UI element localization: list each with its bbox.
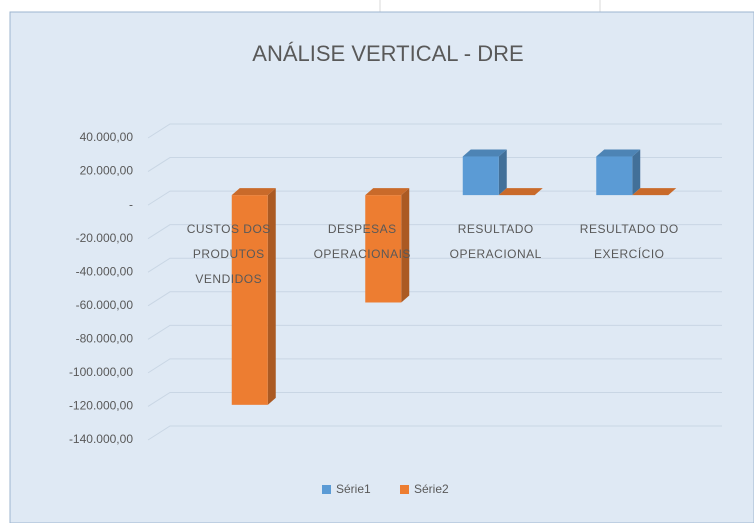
x-tick-label-box: CUSTOS DOS PRODUTOS VENDIDOS	[186, 222, 271, 286]
y-tick-label: -100.000,00	[69, 365, 133, 379]
y-tick-label: -60.000,00	[76, 298, 134, 312]
y-tick-label: -	[129, 197, 133, 211]
bar	[632, 188, 677, 196]
x-tick-label: CUSTOS DOS PRODUTOS VENDIDOS	[186, 222, 271, 286]
x-tick-label: DESPESAS OPERACIONAIS	[313, 222, 411, 261]
chart-title: ANÁLISE VERTICAL - DRE	[252, 41, 523, 66]
x-tick-label-box: RESULTADO OPERACIONAL	[449, 222, 542, 261]
y-tick-label: 40.000,00	[80, 130, 134, 144]
y-tick-label: -140.000,00	[69, 432, 133, 446]
y-tick-label: -20.000,00	[76, 231, 134, 245]
grid-line	[147, 391, 722, 407]
bar-top	[596, 149, 641, 157]
x-tick-label-box: RESULTADO DO EXERCÍCIO	[579, 222, 679, 261]
bar-top	[632, 188, 677, 196]
grid-line	[147, 425, 722, 441]
bar-top	[231, 188, 276, 196]
grid-line	[147, 324, 722, 340]
bar-top	[462, 149, 507, 157]
bar-top	[498, 188, 543, 196]
y-tick-label: -40.000,00	[76, 264, 134, 278]
bar-top	[365, 188, 410, 196]
x-tick-label-box: DESPESAS OPERACIONAIS	[313, 222, 411, 261]
bar-side	[267, 188, 276, 405]
x-tick-label: RESULTADO DO EXERCÍCIO	[579, 222, 679, 261]
bar-front	[365, 195, 402, 303]
y-tick-label: 20.000,00	[80, 164, 134, 178]
x-tick-label: RESULTADO OPERACIONAL	[449, 222, 542, 261]
grid-line	[147, 358, 722, 374]
bar-side	[401, 188, 410, 303]
bar	[231, 188, 276, 405]
bar	[365, 188, 410, 303]
grid-line	[147, 157, 722, 172]
grid-line	[147, 257, 722, 273]
bar-side	[498, 149, 507, 196]
legend-label: Série1	[336, 482, 371, 496]
y-tick-label: -80.000,00	[76, 332, 134, 346]
bar	[596, 149, 641, 196]
legend-swatch	[400, 485, 409, 494]
grid-line	[147, 123, 722, 139]
bar-side	[632, 149, 641, 196]
y-tick-label: -120.000,00	[69, 399, 133, 413]
bar	[498, 188, 543, 196]
legend-swatch	[322, 485, 331, 494]
legend-label: Série2	[414, 482, 449, 496]
bar	[462, 149, 507, 196]
bar-front	[596, 156, 633, 196]
grid-line	[147, 224, 722, 240]
bar-front	[231, 195, 268, 405]
bar-front	[462, 156, 499, 196]
grid-line	[147, 291, 722, 307]
